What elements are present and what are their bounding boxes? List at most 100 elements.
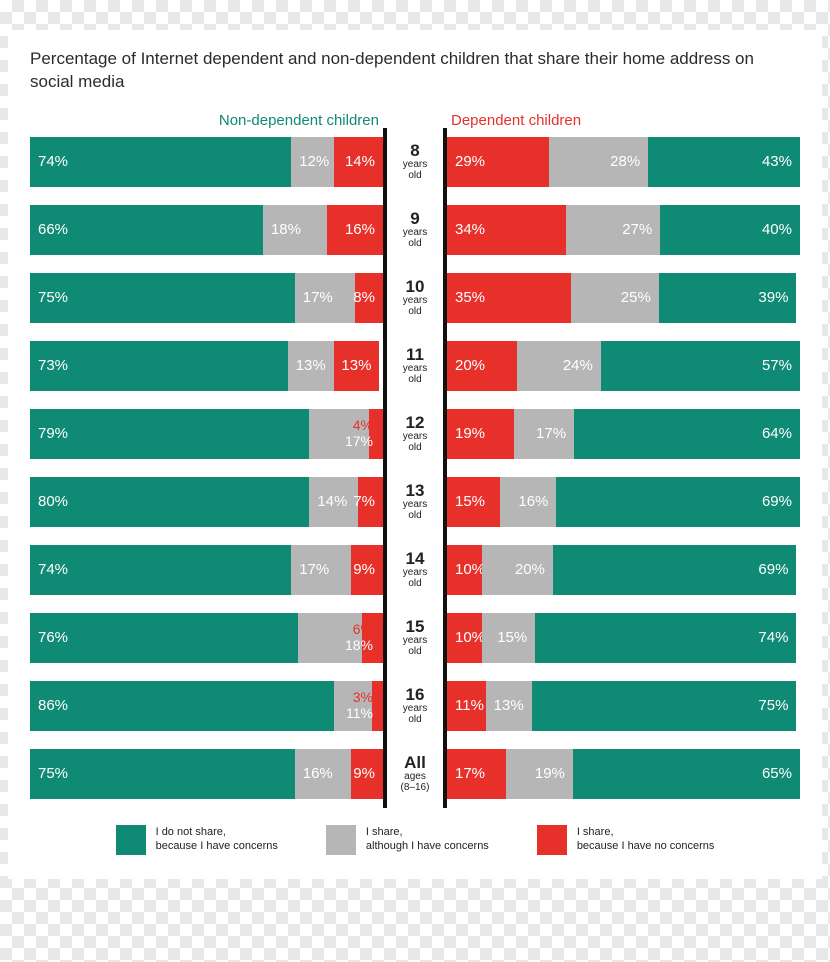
age-number: 12 — [387, 414, 443, 432]
right-no-share-label: 69% — [758, 561, 788, 578]
left-no-share-label: 75% — [38, 289, 68, 306]
left-no-share-label: 76% — [38, 629, 68, 646]
age-unit: old — [387, 715, 443, 726]
header-right: Dependent children — [443, 112, 800, 129]
age-number: 11 — [387, 346, 443, 364]
age-number: 16 — [387, 686, 443, 704]
left-share-noconcern-label: 7% — [353, 493, 375, 510]
right-share-concern: 17% — [514, 409, 574, 459]
left-no-share-label: 75% — [38, 765, 68, 782]
left-share-noconcern-label: 8% — [353, 289, 375, 306]
left-bar: 66% 18% 16% — [30, 205, 383, 255]
left-share-concern-label: 18% — [271, 221, 301, 238]
right-share-concern: 27% — [566, 205, 660, 255]
right-share-noconcern-label: 11% — [455, 697, 484, 714]
right-share-concern-label: 17% — [536, 425, 566, 442]
left-bar: 75% 17%8% — [30, 273, 383, 323]
age-unit: old — [387, 511, 443, 522]
right-share-noconcern-label: 10% — [455, 629, 485, 646]
age-unit: old — [387, 375, 443, 386]
right-share-concern: 16% — [500, 477, 556, 527]
left-share-concern: 14% — [309, 477, 358, 527]
age-label: 13yearsold — [387, 477, 443, 527]
left-share-concern: 18% — [263, 205, 327, 255]
right-no-share: 75% — [532, 681, 797, 731]
right-no-share-label: 74% — [758, 629, 788, 646]
legend: I do not share,because I have concerns I … — [30, 825, 800, 855]
left-stacked-segment: 3%11% — [334, 681, 383, 731]
right-share-concern-label: 27% — [622, 221, 652, 238]
left-no-share-label: 80% — [38, 493, 68, 510]
age-unit: (8–16) — [387, 783, 443, 794]
age-unit: old — [387, 239, 443, 250]
chart-canvas: Percentage of Internet dependent and non… — [8, 30, 822, 879]
left-no-share: 76% — [30, 613, 298, 663]
right-bar: 10%15%74% — [447, 613, 800, 663]
right-no-share: 39% — [659, 273, 797, 323]
age-label: 16yearsold — [387, 681, 443, 731]
age-number: 8 — [387, 142, 443, 160]
left-share-concern-label: 14% — [317, 493, 347, 510]
left-bar: 75%16%9% — [30, 749, 383, 799]
right-share-noconcern: 29% — [447, 137, 549, 187]
right-no-share: 74% — [535, 613, 796, 663]
left-share-concern: 17% — [291, 545, 351, 595]
data-row: 80% 14% 7% 13yearsold 15% 16%69% — [30, 477, 800, 527]
left-no-share-label: 74% — [38, 561, 68, 578]
right-share-noconcern: 15% — [447, 477, 500, 527]
left-bar: 73%13%13% — [30, 341, 383, 391]
left-no-share: 73% — [30, 341, 288, 391]
right-no-share-label: 40% — [762, 221, 792, 238]
left-share-noconcern-label: 16% — [345, 221, 375, 238]
legend-label: I share,although I have concerns — [366, 826, 489, 854]
age-unit: old — [387, 307, 443, 318]
right-share-noconcern-label: 19% — [455, 425, 485, 442]
age-label: 9yearsold — [387, 205, 443, 255]
data-row: 76%6%18%15yearsold10%15%74% — [30, 613, 800, 663]
column-headers: Non-dependent children Dependent childre… — [30, 112, 800, 129]
left-no-share: 80% — [30, 477, 309, 527]
left-share-noconcern-label: 4% — [345, 418, 379, 433]
left-share-concern-label: 12% — [299, 153, 329, 170]
left-share-noconcern-label: 13% — [341, 357, 371, 374]
left-no-share-label: 79% — [38, 425, 68, 442]
right-bar: 19% 17% 64% — [447, 409, 800, 459]
left-share-noconcern-label: 6% — [345, 622, 379, 637]
data-row: 73%13%13%11yearsold20%24%57% — [30, 341, 800, 391]
right-share-noconcern: 10% — [447, 545, 482, 595]
age-label: 11yearsold — [387, 341, 443, 391]
right-no-share: 69% — [553, 545, 797, 595]
right-share-concern: 19% — [506, 749, 572, 799]
legend-item: I share,although I have concerns — [326, 825, 489, 855]
left-share-concern-label: 16% — [303, 765, 333, 782]
data-row: 66%18%16%9yearsold34%27%40% — [30, 205, 800, 255]
right-no-share: 64% — [574, 409, 800, 459]
left-share-concern-label: 17% — [299, 561, 329, 578]
left-share-noconcern-label: 3% — [346, 690, 379, 705]
right-no-share: 40% — [660, 205, 800, 255]
left-no-share: 75% — [30, 273, 295, 323]
legend-label: I do not share,because I have concerns — [156, 826, 278, 854]
age-label: 10yearsold — [387, 273, 443, 323]
left-share-concern: 12% — [291, 137, 333, 187]
age-label: 14yearsold — [387, 545, 443, 595]
right-bar: 20%24%57% — [447, 341, 800, 391]
right-share-concern-label: 19% — [535, 765, 565, 782]
right-no-share-label: 39% — [758, 289, 788, 306]
left-share-noconcern: 14% — [334, 137, 383, 187]
right-share-noconcern-label: 10% — [455, 561, 485, 578]
chart-title: Percentage of Internet dependent and non… — [30, 48, 800, 94]
right-no-share-label: 57% — [762, 357, 792, 374]
data-row: 86%3%11%16yearsold11%13%75% — [30, 681, 800, 731]
right-share-concern-label: 13% — [494, 697, 524, 714]
left-share-concern: 17% — [295, 273, 355, 323]
age-label: 15yearsold — [387, 613, 443, 663]
left-no-share: 66% — [30, 205, 263, 255]
legend-item: I do not share,because I have concerns — [116, 825, 278, 855]
right-no-share: 57% — [601, 341, 800, 391]
right-share-noconcern-label: 15% — [455, 493, 485, 510]
header-left: Non-dependent children — [30, 112, 387, 129]
left-no-share-label: 73% — [38, 357, 68, 374]
right-no-share: 69% — [556, 477, 800, 527]
right-no-share-label: 65% — [762, 765, 792, 782]
